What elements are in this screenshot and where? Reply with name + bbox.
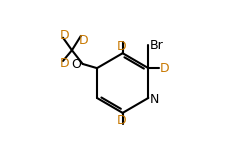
Text: D: D [117, 114, 126, 127]
Text: D: D [60, 29, 69, 42]
Text: O: O [71, 58, 80, 71]
Text: Br: Br [150, 39, 163, 52]
Text: D: D [160, 62, 169, 75]
Text: D: D [60, 57, 69, 70]
Text: D: D [78, 33, 88, 46]
Text: D: D [117, 40, 126, 53]
Text: N: N [150, 93, 159, 106]
